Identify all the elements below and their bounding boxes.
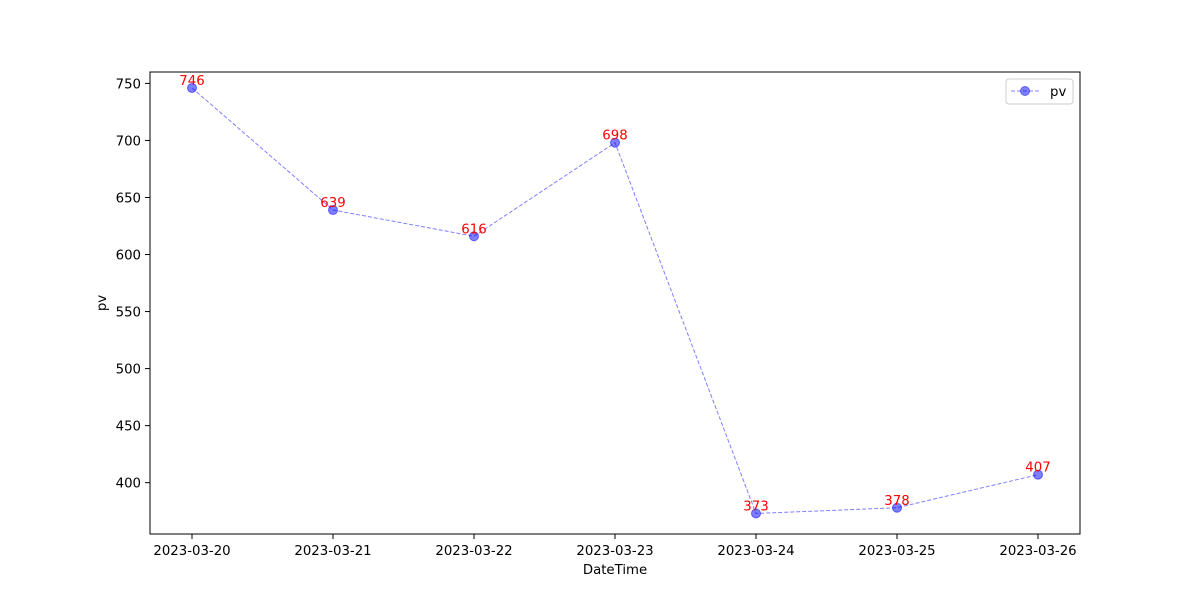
x-tick-label: 2023-03-21: [294, 544, 371, 559]
y-tick-label: 750: [116, 77, 141, 92]
y-tick-label: 600: [116, 249, 141, 264]
legend: pv: [1005, 78, 1074, 105]
legend-box: [1005, 78, 1074, 105]
x-tick-label: 2023-03-23: [576, 544, 653, 559]
data-label: 407: [1025, 461, 1050, 476]
data-point: [328, 205, 338, 216]
data-label: 746: [179, 74, 204, 89]
x-tick-label: 2023-03-24: [717, 544, 794, 559]
data-label: 373: [743, 499, 768, 514]
x-tick-label: 2023-03-25: [858, 544, 935, 559]
x-tick-label: 2023-03-22: [435, 544, 512, 559]
y-axis-ticks: 400 450 500 550 600 650 700 750: [116, 77, 150, 492]
data-point: [1033, 469, 1043, 480]
y-axis-label: pv: [95, 295, 110, 311]
data-point: [469, 231, 479, 242]
series-layer: [187, 82, 1043, 519]
y-tick-label: 650: [116, 191, 141, 206]
legend-label: pv: [1050, 85, 1066, 100]
data-label: 616: [461, 222, 486, 237]
legend-marker: [1020, 86, 1030, 96]
data-label: 639: [320, 196, 345, 211]
x-tick-label: 2023-03-26: [999, 544, 1076, 559]
data-point: [610, 137, 620, 148]
y-tick-label: 700: [116, 134, 141, 149]
x-tick-label: 2023-03-20: [153, 544, 230, 559]
y-tick-label: 450: [116, 420, 141, 435]
y-tick-label: 400: [116, 477, 141, 492]
data-labels: 746 639 616 698 373 378 407: [179, 74, 1050, 514]
data-point: [892, 502, 902, 513]
data-point: [187, 82, 197, 93]
plot-area: [149, 71, 1081, 535]
x-axis-label: DateTime: [583, 563, 647, 578]
x-axis-ticks: 2023-03-20 2023-03-21 2023-03-22 2023-03-23…: [153, 534, 1077, 559]
data-label: 378: [884, 494, 909, 509]
y-tick-label: 550: [116, 306, 141, 321]
data-point: [751, 508, 761, 519]
data-label: 698: [602, 129, 627, 144]
y-tick-label: 500: [116, 363, 141, 378]
